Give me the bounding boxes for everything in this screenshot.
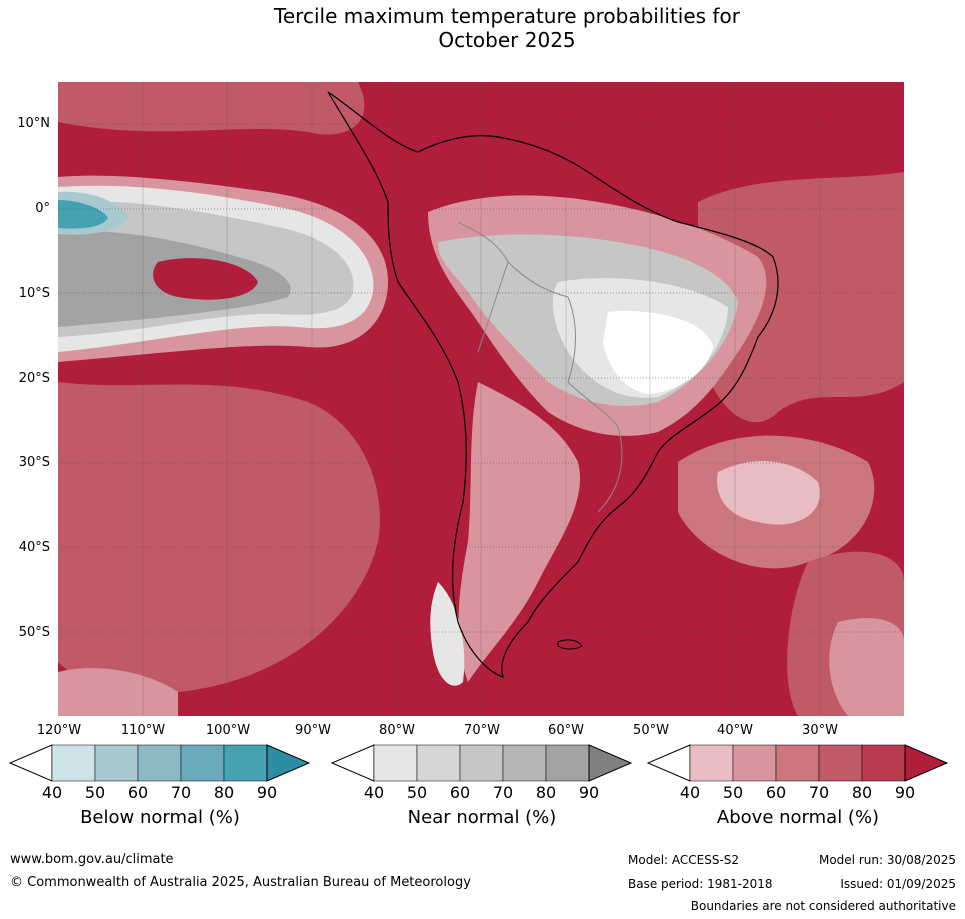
below-tick-90: 90	[256, 783, 278, 802]
title-line-1: Tercile maximum temperature probabilitie…	[274, 4, 740, 28]
colorbar-below-left-arrow	[8, 744, 53, 782]
above-tick-80: 80	[851, 783, 873, 802]
lon-label-60w: 60°W	[548, 723, 584, 738]
near-tick-60: 60	[449, 783, 471, 802]
falklands-outline	[557, 639, 583, 650]
colorbar-above-bin-1	[689, 744, 734, 782]
near-tick-70: 70	[492, 783, 514, 802]
colorbar-above-bin-2	[732, 744, 777, 782]
colorbar-near-left-arrow	[330, 744, 375, 782]
below-tick-40: 40	[41, 783, 63, 802]
below-tick-60: 60	[127, 783, 149, 802]
patagonia-near-normal	[430, 582, 465, 686]
map-svg	[58, 82, 904, 716]
lat-label-0: 0°	[35, 201, 50, 216]
lon-label-70w: 70°W	[464, 723, 500, 738]
colorbar-near-bin-1	[373, 744, 418, 782]
lon-label-90w: 90°W	[295, 723, 331, 738]
above-tick-60: 60	[765, 783, 787, 802]
footer-base-period: Base period: 1981-2018	[628, 877, 773, 891]
title-line-2: October 2025	[438, 28, 576, 52]
below-tick-80: 80	[213, 783, 235, 802]
colorbar-above-svg	[646, 744, 949, 782]
near-tick-40: 40	[363, 783, 385, 802]
lat-label-10n: 10°N	[17, 116, 50, 131]
colorbar-near-bin-2	[416, 744, 461, 782]
near-tick-90: 90	[578, 783, 600, 802]
colorbar-below-bin-1	[51, 744, 96, 782]
colorbar-above-bin-5	[861, 744, 906, 782]
colorbar-below-bin-3	[137, 744, 182, 782]
colorbar-near-bin-5	[545, 744, 590, 782]
lon-label-80w: 80°W	[379, 723, 415, 738]
colorbar-above-title: Above normal (%)	[716, 807, 880, 828]
colorbar-near-bin-3	[459, 744, 504, 782]
colorbar-below-bin-2	[94, 744, 139, 782]
country-borders	[457, 221, 623, 513]
south-america-coastline	[327, 91, 779, 678]
colorbar-near-svg	[330, 744, 633, 782]
lat-label-10s: 10°S	[18, 286, 50, 301]
colorbar-near-bin-4	[502, 744, 547, 782]
atlantic-patch-3	[717, 461, 820, 525]
colorbar-above-right-arrow	[904, 744, 949, 782]
lat-label-50s: 50°S	[18, 625, 50, 640]
colorbar-near-right-arrow	[588, 744, 633, 782]
footer-website-link[interactable]: www.bom.gov.au/climate	[10, 852, 174, 867]
colorbar-above-bin-3	[775, 744, 820, 782]
pacific-patch-2	[58, 82, 365, 135]
lon-label-50w: 50°W	[633, 723, 669, 738]
above-tick-40: 40	[679, 783, 701, 802]
probability-map	[58, 82, 904, 716]
lat-label-30s: 30°S	[18, 455, 50, 470]
colorbar-below-normal	[8, 744, 311, 786]
footer-model-run: Model run: 30/08/2025	[818, 853, 956, 867]
colorbar-below-bin-5	[223, 744, 268, 782]
below-tick-70: 70	[170, 783, 192, 802]
lon-label-110w: 110°W	[120, 723, 166, 738]
eq-pacific-warm-pocket	[153, 258, 258, 300]
pacific-patch-1	[58, 382, 380, 695]
below-tick-50: 50	[84, 783, 106, 802]
footer-model: Model: ACCESS-S2	[628, 853, 740, 867]
atlantic-patch-5	[829, 618, 904, 716]
near-tick-80: 80	[535, 783, 557, 802]
colorbar-below-bin-4	[180, 744, 225, 782]
colorbar-below-title: Below normal (%)	[80, 807, 240, 828]
above-tick-90: 90	[894, 783, 916, 802]
lat-label-20s: 20°S	[18, 371, 50, 386]
above-tick-50: 50	[722, 783, 744, 802]
near-tick-50: 50	[406, 783, 428, 802]
meridians	[142, 82, 821, 716]
lon-label-120w: 120°W	[36, 723, 82, 738]
footer-copyright: © Commonwealth of Australia 2025, Austra…	[10, 875, 471, 890]
map-title: Tercile maximum temperature probabilitie…	[0, 4, 965, 52]
colorbar-above-bin-4	[818, 744, 863, 782]
lon-label-30w: 30°W	[802, 723, 838, 738]
lon-label-100w: 100°W	[205, 723, 251, 738]
southern-cone-light-red	[458, 382, 580, 682]
lat-label-40s: 40°S	[18, 540, 50, 555]
above-tick-70: 70	[808, 783, 830, 802]
colorbar-near-title: Near normal (%)	[407, 807, 557, 828]
below-normal-patch-2	[58, 200, 108, 229]
colorbar-below-svg	[8, 744, 311, 782]
colorbar-above-left-arrow	[646, 744, 691, 782]
land-near-normal-3	[603, 311, 713, 394]
colorbar-below-right-arrow	[266, 744, 311, 782]
lon-label-40w: 40°W	[717, 723, 753, 738]
footer-issued: Issued: 01/09/2025	[840, 877, 956, 891]
pacific-patch-3	[58, 668, 178, 716]
atlantic-patch-1	[698, 172, 904, 423]
colorbar-above-normal	[646, 744, 949, 786]
colorbar-near-normal	[330, 744, 633, 786]
footer-disclaimer: Boundaries are not considered authoritat…	[690, 899, 956, 913]
